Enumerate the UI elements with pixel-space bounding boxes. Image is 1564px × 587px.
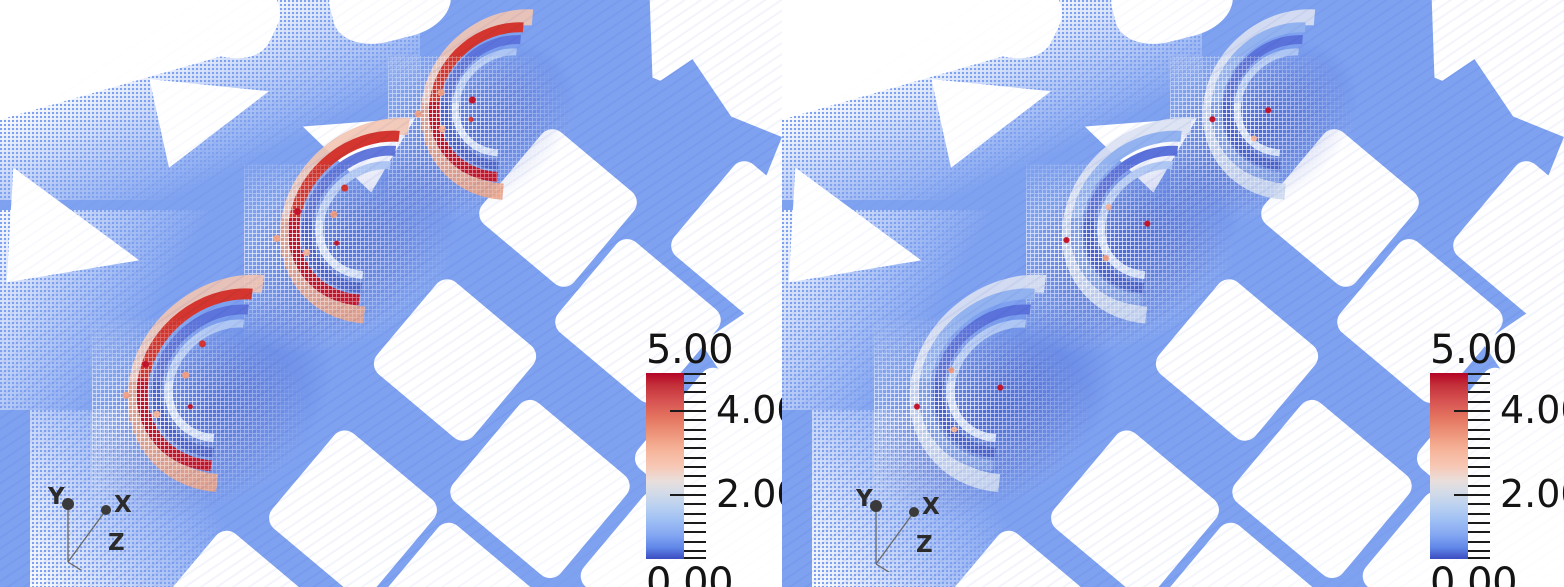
legend-tick-label-4: 4.00 <box>716 388 782 432</box>
right-point-cloud-scene <box>782 0 1564 587</box>
right-color-legend[interactable]: 5.00 <box>1428 330 1564 587</box>
legend-max-label: 5.00 <box>1430 327 1518 373</box>
triad-label-x: X <box>922 494 940 520</box>
legend-major-tick-4 <box>1454 410 1490 412</box>
triad-label-z: Z <box>916 532 933 558</box>
legend-tick-column <box>1454 373 1496 559</box>
legend-body: 4.00 2.00 <box>644 373 782 559</box>
left-color-legend[interactable]: 5.00 <box>644 330 782 587</box>
legend-tick-label-4: 4.00 <box>1500 388 1564 432</box>
triad-label-y: Y <box>855 486 873 512</box>
legend-tick-column <box>670 373 712 559</box>
legend-color-bar <box>1430 373 1468 559</box>
legend-tick-label-2: 2.00 <box>1500 472 1564 516</box>
legend-color-bar <box>646 373 684 559</box>
legend-major-tick-2 <box>670 494 706 496</box>
y-axis-arrow-icon <box>870 500 882 512</box>
legend-min-label: 0.00 <box>646 560 734 587</box>
legend-major-tick-4 <box>670 410 706 412</box>
x-axis-arrow-icon <box>909 507 919 517</box>
triad-label-z: Z <box>108 530 125 556</box>
legend-min-label: 0.00 <box>1430 560 1518 587</box>
right-render-view[interactable]: Y X Z 5.00 <box>782 0 1564 587</box>
left-arc-features <box>83 0 654 538</box>
left-axes-triad: Y X Z <box>22 470 142 570</box>
x-axis-arrow-icon <box>101 505 111 515</box>
legend-tick-label-2: 2.00 <box>716 472 782 516</box>
left-render-view[interactable]: Y X Z 5.00 <box>0 0 782 587</box>
legend-body: 4.00 2.00 <box>1428 373 1564 559</box>
right-arc-features <box>782 0 1564 587</box>
triad-label-y: Y <box>47 484 65 510</box>
legend-major-tick-2 <box>1454 494 1490 496</box>
legend-max-label: 5.00 <box>646 327 734 373</box>
triad-label-x: X <box>114 492 132 518</box>
y-axis-arrow-icon <box>62 498 74 510</box>
right-axes-triad: Y X Z <box>830 472 950 572</box>
left-point-cloud-scene <box>0 0 782 587</box>
